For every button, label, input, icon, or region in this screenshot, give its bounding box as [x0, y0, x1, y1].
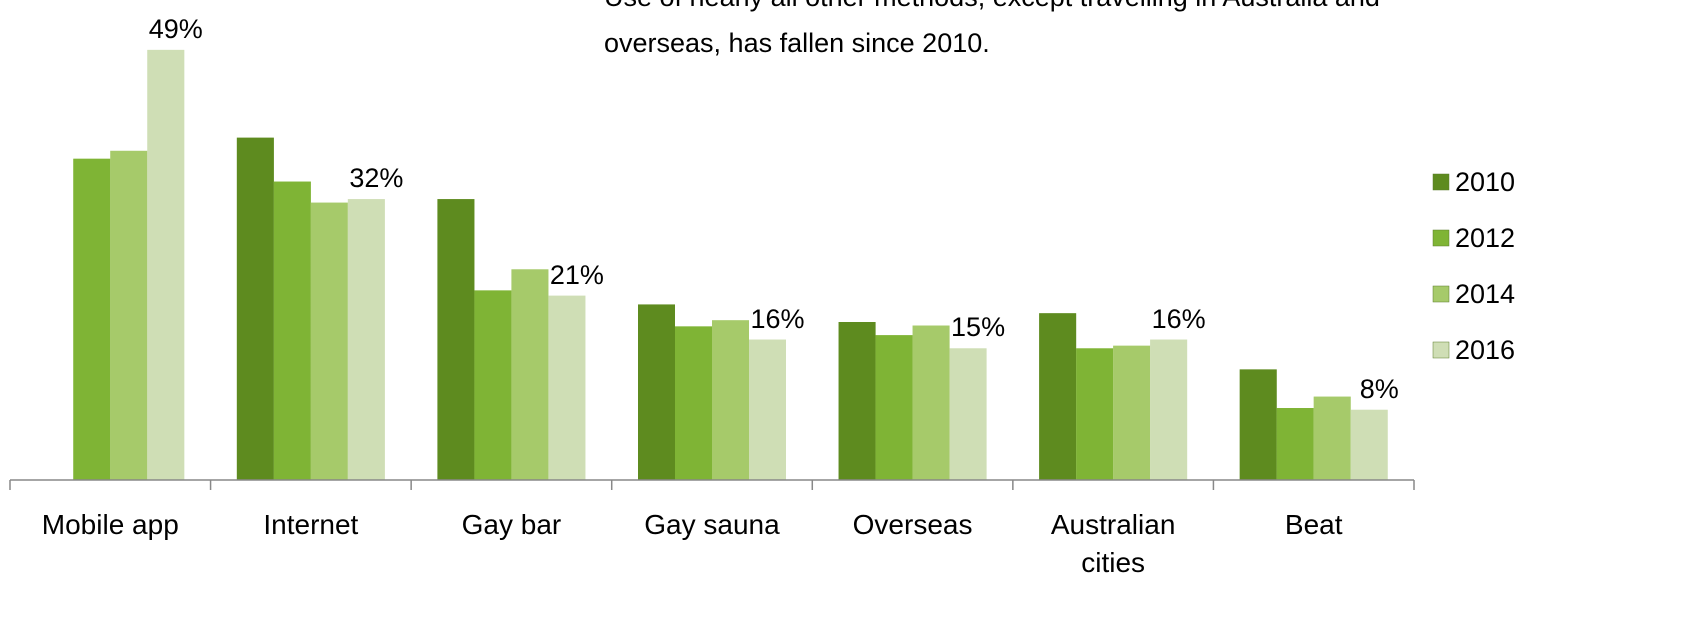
x-tick-label: Gay sauna	[644, 509, 780, 540]
legend-swatch	[1432, 173, 1450, 191]
legend-label: 2016	[1455, 335, 1516, 365]
bar	[1350, 409, 1388, 480]
x-tick-label: Beat	[1284, 509, 1343, 540]
x-tick-label: Australian cities	[1050, 509, 1176, 578]
data-label: 21%	[549, 259, 604, 290]
bar	[712, 320, 749, 480]
x-tick-label: Overseas	[852, 509, 973, 540]
data-label: 49%	[148, 13, 203, 44]
data-label: 16%	[750, 303, 805, 334]
bar	[1313, 396, 1351, 480]
x-tick-label: Internet	[263, 509, 359, 540]
bar	[273, 181, 311, 481]
bar	[675, 326, 712, 480]
bar	[875, 335, 913, 480]
bar	[347, 199, 385, 480]
legend-label: 2012	[1455, 223, 1516, 253]
data-label: 32%	[349, 163, 404, 194]
bar	[474, 290, 512, 480]
bar	[511, 269, 549, 480]
x-tick-label: Mobile app	[41, 509, 179, 540]
legend-swatch	[1432, 285, 1450, 303]
data-label: 15%	[951, 312, 1006, 343]
legend-swatch	[1432, 341, 1450, 359]
bar	[912, 325, 950, 480]
bar	[1039, 313, 1077, 480]
bar	[1239, 369, 1277, 480]
x-tick-label: Gay bar	[461, 509, 562, 540]
bar	[949, 348, 987, 480]
bar	[548, 295, 586, 480]
chart-subtitle: Use of nearly all other methods, except …	[604, 0, 1380, 58]
data-label: 8%	[1359, 373, 1399, 404]
bar	[1113, 345, 1151, 480]
bar	[1150, 339, 1188, 480]
bar	[638, 304, 675, 480]
bar	[1276, 408, 1314, 480]
bar	[147, 49, 185, 481]
legend-label: 2014	[1455, 279, 1516, 309]
bar	[1076, 348, 1114, 480]
legend-swatch	[1432, 229, 1450, 247]
legend-label: 2010	[1455, 167, 1516, 197]
bar	[838, 322, 876, 480]
bar	[310, 202, 348, 480]
bar	[437, 199, 475, 480]
bar	[749, 339, 786, 480]
bar	[73, 158, 111, 480]
bar	[110, 150, 148, 481]
data-label: 16%	[1151, 303, 1206, 334]
bar	[236, 137, 274, 480]
